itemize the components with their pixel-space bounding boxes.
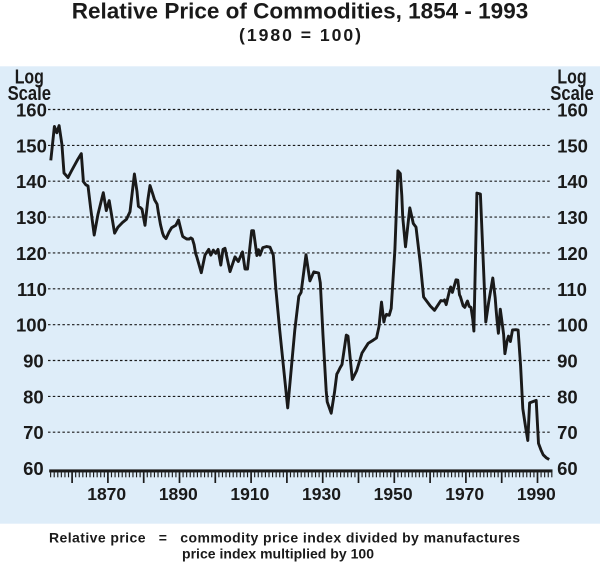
svg-text:Scale: Scale — [8, 83, 51, 105]
svg-text:Log: Log — [557, 66, 586, 88]
svg-text:1990: 1990 — [517, 484, 556, 504]
svg-text:160: 160 — [16, 100, 47, 121]
svg-text:110: 110 — [17, 279, 47, 300]
svg-text:110: 110 — [557, 279, 587, 300]
svg-text:70: 70 — [23, 422, 44, 443]
svg-text:Log: Log — [15, 66, 44, 88]
svg-text:1870: 1870 — [87, 484, 126, 504]
svg-text:160: 160 — [557, 100, 588, 121]
svg-text:1950: 1950 — [374, 484, 413, 504]
svg-text:120: 120 — [16, 243, 47, 264]
svg-text:80: 80 — [23, 386, 44, 407]
svg-text:Relative Price of Commodities,: Relative Price of Commodities, 1854 - 19… — [72, 0, 528, 24]
svg-text:price index multiplied by 100: price index multiplied by 100 — [182, 546, 374, 562]
svg-text:100: 100 — [557, 315, 588, 336]
svg-text:70: 70 — [557, 422, 578, 443]
svg-text:150: 150 — [16, 135, 47, 156]
svg-text:1910: 1910 — [230, 484, 269, 504]
svg-text:1890: 1890 — [159, 484, 198, 504]
svg-text:140: 140 — [16, 171, 47, 192]
svg-text:90: 90 — [557, 351, 578, 372]
svg-text:130: 130 — [16, 207, 47, 228]
svg-text:100: 100 — [16, 315, 47, 336]
svg-text:130: 130 — [557, 207, 588, 228]
svg-text:1930: 1930 — [302, 484, 341, 504]
svg-text:140: 140 — [557, 171, 588, 192]
svg-text:1970: 1970 — [445, 484, 484, 504]
svg-text:Scale: Scale — [550, 83, 593, 105]
svg-text:Relative price = commodity: Relative price = commodity price index d… — [49, 530, 520, 546]
svg-text:60: 60 — [557, 458, 578, 479]
svg-text:120: 120 — [557, 243, 588, 264]
svg-text:90: 90 — [23, 351, 44, 372]
svg-text:60: 60 — [23, 458, 44, 479]
svg-text:80: 80 — [557, 386, 578, 407]
svg-text:150: 150 — [557, 135, 588, 156]
